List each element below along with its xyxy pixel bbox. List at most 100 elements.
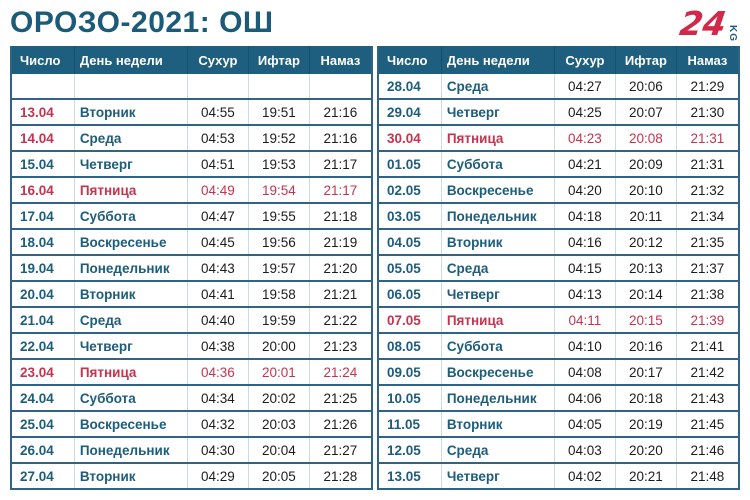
cell-iftar: 20:04 bbox=[249, 438, 310, 462]
cell-iftar: 20:19 bbox=[616, 412, 677, 436]
cell-date: 10.05 bbox=[379, 386, 442, 410]
cell-suhur: 04:47 bbox=[188, 204, 249, 228]
cell-namaz: 21:43 bbox=[690, 390, 725, 406]
cell-namaz: 21:37 bbox=[690, 260, 725, 276]
cell-date: 19.04 bbox=[12, 256, 75, 280]
cell-suhur: 04:36 bbox=[188, 360, 249, 384]
cell-namaz: 21:30 bbox=[690, 104, 725, 120]
table-row: 01.05 Суббота 04:21 20:09 21:31 bbox=[379, 152, 738, 178]
cell-day: Среда bbox=[442, 256, 555, 280]
cell-suhur: 04:20 bbox=[555, 178, 616, 202]
cell-date: 01.05 bbox=[379, 152, 442, 176]
cell-day: Четверг bbox=[442, 464, 555, 488]
cell-date: 04.05 bbox=[379, 230, 442, 254]
cell-namaz: 21:39 bbox=[690, 312, 725, 328]
cell-iftar: 20:08 bbox=[616, 126, 677, 150]
table-row: 13.04 Вторник 04:55 19:51 21:16 bbox=[12, 100, 371, 126]
cell-date: 15.04 bbox=[12, 152, 75, 176]
table-row: 28.04 Среда 04:27 20:06 21:29 bbox=[379, 74, 738, 100]
cell-day: Вторник bbox=[75, 100, 188, 124]
cell-suhur: 04:10 bbox=[555, 334, 616, 358]
cell-suhur: 04:25 bbox=[555, 100, 616, 124]
cell-namaz: 21:42 bbox=[690, 364, 725, 380]
cell-day: Понедельник bbox=[75, 438, 188, 462]
column-header-iftar: Ифтар bbox=[249, 46, 310, 74]
cell-day: Воскресенье bbox=[75, 412, 188, 436]
cell-namaz: 21:46 bbox=[690, 442, 725, 458]
cell-date: 29.04 bbox=[379, 100, 442, 124]
table-row: 12.05 Среда 04:03 20:20 21:46 bbox=[379, 438, 738, 464]
cell-iftar: 19:54 bbox=[249, 178, 310, 202]
column-header-date: Число bbox=[379, 46, 442, 74]
empty-row bbox=[12, 74, 371, 100]
schedule-table-april: Число День недели Сухур Ифтар Намаз 13.0… bbox=[10, 46, 373, 490]
table-row: 29.04 Четверг 04:25 20:07 21:30 bbox=[379, 100, 738, 126]
cell-date: 26.04 bbox=[12, 438, 75, 462]
table-row: 21.04 Среда 04:40 19:59 21:22 bbox=[12, 308, 371, 334]
cell-day: Четверг bbox=[442, 100, 555, 124]
24kg-logo: 24 KG bbox=[677, 4, 738, 45]
cell-iftar: 20:06 bbox=[616, 74, 677, 98]
column-header-namaz: Намаз bbox=[687, 52, 728, 68]
cell-suhur: 04:30 bbox=[188, 438, 249, 462]
cell-day: Суббота bbox=[75, 386, 188, 410]
cell-day: Среда bbox=[75, 308, 188, 332]
cell-date: 03.05 bbox=[379, 204, 442, 228]
cell-suhur: 04:27 bbox=[555, 74, 616, 98]
cell-iftar: 20:03 bbox=[249, 412, 310, 436]
column-header-iftar: Ифтар bbox=[616, 46, 677, 74]
table-row: 27.04 Вторник 04:29 20:05 21:28 bbox=[12, 464, 371, 490]
cell-date: 02.05 bbox=[379, 178, 442, 202]
column-header-suhur: Сухур bbox=[188, 46, 249, 74]
cell-suhur: 04:34 bbox=[188, 386, 249, 410]
cell-iftar bbox=[249, 74, 310, 98]
cell-suhur: 04:23 bbox=[555, 126, 616, 150]
cell-day: Суббота bbox=[442, 334, 555, 358]
cell-date: 05.05 bbox=[379, 256, 442, 280]
cell-day: Суббота bbox=[75, 204, 188, 228]
cell-namaz: 21:27 bbox=[323, 442, 358, 458]
cell-iftar: 20:13 bbox=[616, 256, 677, 280]
cell-namaz: 21:34 bbox=[690, 208, 725, 224]
logo-country-code: KG bbox=[727, 25, 738, 42]
table-row: 09.05 Воскресенье 04:08 20:17 21:42 bbox=[379, 360, 738, 386]
cell-day: Понедельник bbox=[442, 386, 555, 410]
table-row: 08.05 Суббота 04:10 20:16 21:41 bbox=[379, 334, 738, 360]
cell-suhur: 04:49 bbox=[188, 178, 249, 202]
cell-suhur: 04:32 bbox=[188, 412, 249, 436]
cell-suhur: 04:38 bbox=[188, 334, 249, 358]
column-header-date: Число bbox=[12, 46, 75, 74]
cell-namaz: 21:22 bbox=[323, 312, 358, 328]
table-row: 10.05 Понедельник 04:06 20:18 21:43 bbox=[379, 386, 738, 412]
cell-iftar: 20:16 bbox=[616, 334, 677, 358]
cell-iftar: 20:12 bbox=[616, 230, 677, 254]
cell-namaz: 21:38 bbox=[690, 286, 725, 302]
cell-namaz: 21:19 bbox=[323, 234, 358, 250]
schedule-table-may: Число День недели Сухур Ифтар Намаз 28.0… bbox=[377, 46, 740, 490]
table-body: 13.04 Вторник 04:55 19:51 21:16 14.04 Среда 04:… bbox=[12, 74, 371, 490]
table-header-row: Число День недели Сухур Ифтар Намаз bbox=[379, 46, 738, 74]
cell-date: 13.05 bbox=[379, 464, 442, 488]
cell-suhur: 04:21 bbox=[555, 152, 616, 176]
cell-namaz: 21:26 bbox=[323, 416, 358, 432]
cell-iftar: 20:11 bbox=[616, 204, 677, 228]
cell-date: 25.04 bbox=[12, 412, 75, 436]
cell-suhur bbox=[188, 74, 249, 98]
cell-iftar: 20:21 bbox=[616, 464, 677, 488]
column-header-weekday: День недели bbox=[442, 46, 555, 74]
cell-day: Вторник bbox=[75, 464, 188, 488]
page-title: ОРОЗО-2021: ОШ bbox=[10, 6, 274, 39]
cell-date: 06.05 bbox=[379, 282, 442, 306]
cell-namaz: 21:32 bbox=[690, 182, 725, 198]
cell-date: 14.04 bbox=[12, 126, 75, 150]
cell-day: Воскресенье bbox=[75, 230, 188, 254]
cell-iftar: 20:09 bbox=[616, 152, 677, 176]
cell-date: 21.04 bbox=[12, 308, 75, 332]
cell-day: Четверг bbox=[442, 282, 555, 306]
cell-suhur: 04:08 bbox=[555, 360, 616, 384]
cell-iftar: 20:07 bbox=[616, 100, 677, 124]
table-row: 02.05 Воскресенье 04:20 20:10 21:32 bbox=[379, 178, 738, 204]
table-row: 20.04 Вторник 04:41 19:58 21:21 bbox=[12, 282, 371, 308]
cell-namaz: 21:31 bbox=[690, 156, 725, 172]
